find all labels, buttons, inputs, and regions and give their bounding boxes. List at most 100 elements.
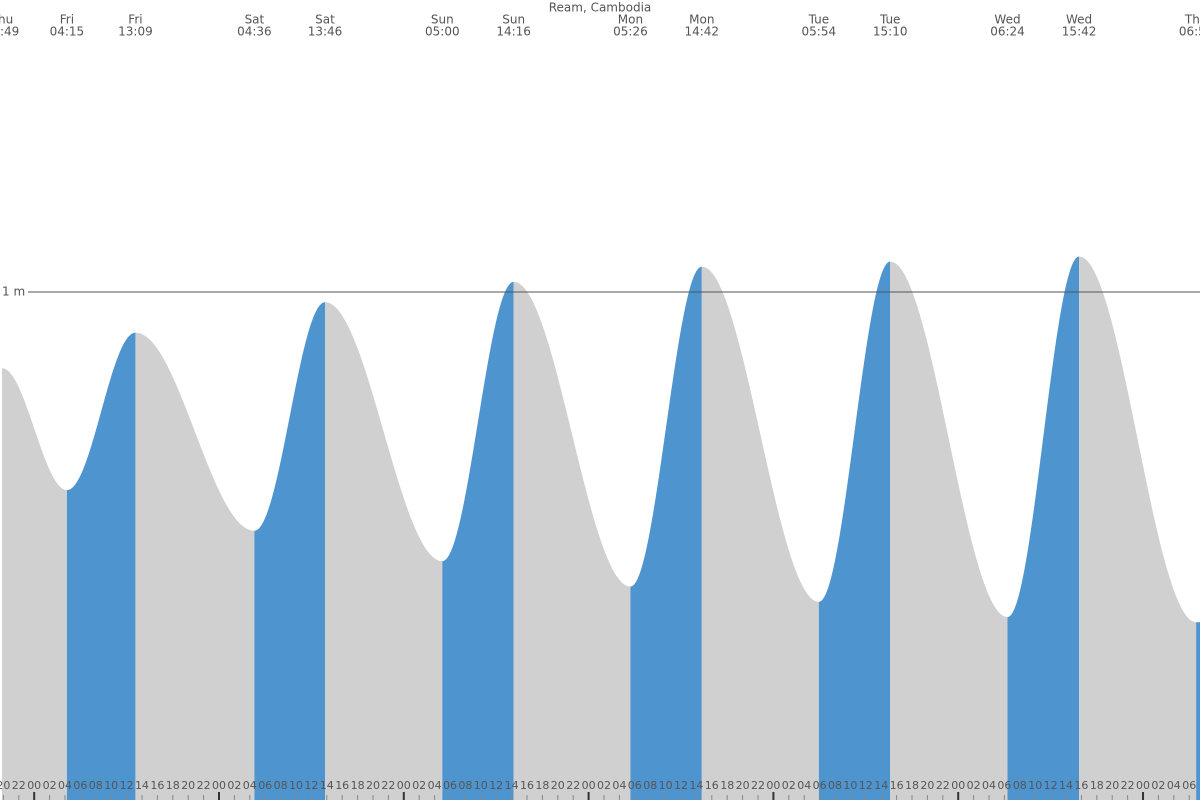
x-tick-label: 20 <box>1105 779 1119 792</box>
extreme-day: Mon <box>618 13 643 27</box>
tide-segment <box>1007 256 1080 800</box>
x-tick-label: 14 <box>689 779 703 792</box>
extreme-time: 13:09 <box>118 25 153 39</box>
extreme-day: Tue <box>879 13 901 27</box>
extreme-time: 14:16 <box>496 25 531 39</box>
extreme-day: Sat <box>315 13 335 27</box>
x-tick-label: 20 <box>736 779 750 792</box>
x-tick-label: 16 <box>1074 779 1088 792</box>
x-tick-label: 18 <box>535 779 549 792</box>
x-tick-label: 12 <box>304 779 318 792</box>
x-tick-label: 20 <box>0 779 10 792</box>
x-tick-label: 22 <box>566 779 580 792</box>
x-tick-label: 00 <box>397 779 411 792</box>
x-tick-label: 22 <box>1121 779 1135 792</box>
x-tick-label: 12 <box>120 779 134 792</box>
extreme-time: 06:54 <box>1179 25 1200 39</box>
extreme-day: Thu <box>0 13 13 27</box>
x-tick-label: 08 <box>458 779 472 792</box>
x-tick-label: 02 <box>43 779 57 792</box>
extreme-time: 05:00 <box>425 25 460 39</box>
x-tick-label: 16 <box>150 779 164 792</box>
x-tick-label: 06 <box>443 779 457 792</box>
extreme-day: Mon <box>689 13 714 27</box>
x-tick-label: 00 <box>766 779 780 792</box>
x-tick-label: 22 <box>197 779 211 792</box>
tide-segment <box>325 302 443 800</box>
x-tick-label: 12 <box>674 779 688 792</box>
x-tick-label: 20 <box>181 779 195 792</box>
x-tick-label: 00 <box>951 779 965 792</box>
extreme-day: Fri <box>60 13 74 27</box>
x-tick-label: 06 <box>997 779 1011 792</box>
extreme-time: 06:24 <box>990 25 1025 39</box>
extreme-day: Fri <box>128 13 142 27</box>
tide-segment <box>442 281 514 800</box>
tide-segment <box>513 281 631 800</box>
x-tick-label: 10 <box>1028 779 1042 792</box>
extreme-day: Sun <box>502 13 525 27</box>
x-tick-label: 08 <box>1013 779 1027 792</box>
x-tick-label: 10 <box>289 779 303 792</box>
x-tick-label: 14 <box>135 779 149 792</box>
extreme-time: 05:26 <box>613 25 648 39</box>
tide-segment <box>701 266 819 800</box>
x-tick-label: 12 <box>489 779 503 792</box>
tide-segment <box>818 261 891 800</box>
x-tick-label: 16 <box>335 779 349 792</box>
x-tick-label: 14 <box>320 779 334 792</box>
x-tick-label: 18 <box>1090 779 1104 792</box>
x-tick-label: 10 <box>659 779 673 792</box>
x-tick-label: 02 <box>782 779 796 792</box>
extreme-day: Sun <box>431 13 454 27</box>
x-tick-label: 14 <box>874 779 888 792</box>
x-tick-label: 06 <box>73 779 87 792</box>
extreme-time: 15:42 <box>1062 25 1097 39</box>
x-tick-label: 10 <box>843 779 857 792</box>
extreme-day: Thu <box>1184 13 1200 27</box>
x-tick-label: 02 <box>412 779 426 792</box>
x-tick-label: 00 <box>1136 779 1150 792</box>
tide-segment <box>135 332 255 800</box>
x-tick-label: 22 <box>751 779 765 792</box>
x-tick-label: 16 <box>520 779 534 792</box>
x-tick-label: 20 <box>551 779 565 792</box>
x-tick-label: 04 <box>1167 779 1181 792</box>
tide-tail <box>1196 622 1200 800</box>
tide-segment <box>890 261 1008 800</box>
chart-title: Ream, Cambodia <box>549 1 652 15</box>
x-tick-label: 14 <box>1059 779 1073 792</box>
x-tick-label: 10 <box>474 779 488 792</box>
extreme-time: 13:46 <box>308 25 343 39</box>
x-tick-label: 08 <box>643 779 657 792</box>
tide-areas <box>1 256 1200 800</box>
x-tick-label: 06 <box>813 779 827 792</box>
tide-segment <box>1 368 67 800</box>
tide-segment <box>630 266 702 800</box>
x-tick-label: 16 <box>705 779 719 792</box>
x-tick-label: 00 <box>27 779 41 792</box>
tide-segment <box>1079 256 1197 800</box>
x-tick-label: 02 <box>1151 779 1165 792</box>
extreme-day: Tue <box>808 13 830 27</box>
x-tick-label: 04 <box>797 779 811 792</box>
x-tick-label: 08 <box>89 779 103 792</box>
extreme-time: 04:15 <box>50 25 85 39</box>
x-tick-label: 04 <box>428 779 442 792</box>
x-tick-label: 02 <box>597 779 611 792</box>
y-tick-label: 1 m <box>2 285 25 299</box>
tide-segment <box>254 302 325 800</box>
x-tick-label: 12 <box>1044 779 1058 792</box>
x-tick-label: 14 <box>505 779 519 792</box>
x-tick-label: 22 <box>936 779 950 792</box>
x-tick-label: 22 <box>381 779 395 792</box>
x-tick-label: 04 <box>58 779 72 792</box>
x-tick-label: 20 <box>366 779 380 792</box>
x-tick-label: 06 <box>258 779 272 792</box>
extreme-time: 05:54 <box>802 25 837 39</box>
x-tick-label: 18 <box>166 779 180 792</box>
x-tick-label: 08 <box>828 779 842 792</box>
extreme-day: Wed <box>994 13 1020 27</box>
x-tick-label: 18 <box>720 779 734 792</box>
